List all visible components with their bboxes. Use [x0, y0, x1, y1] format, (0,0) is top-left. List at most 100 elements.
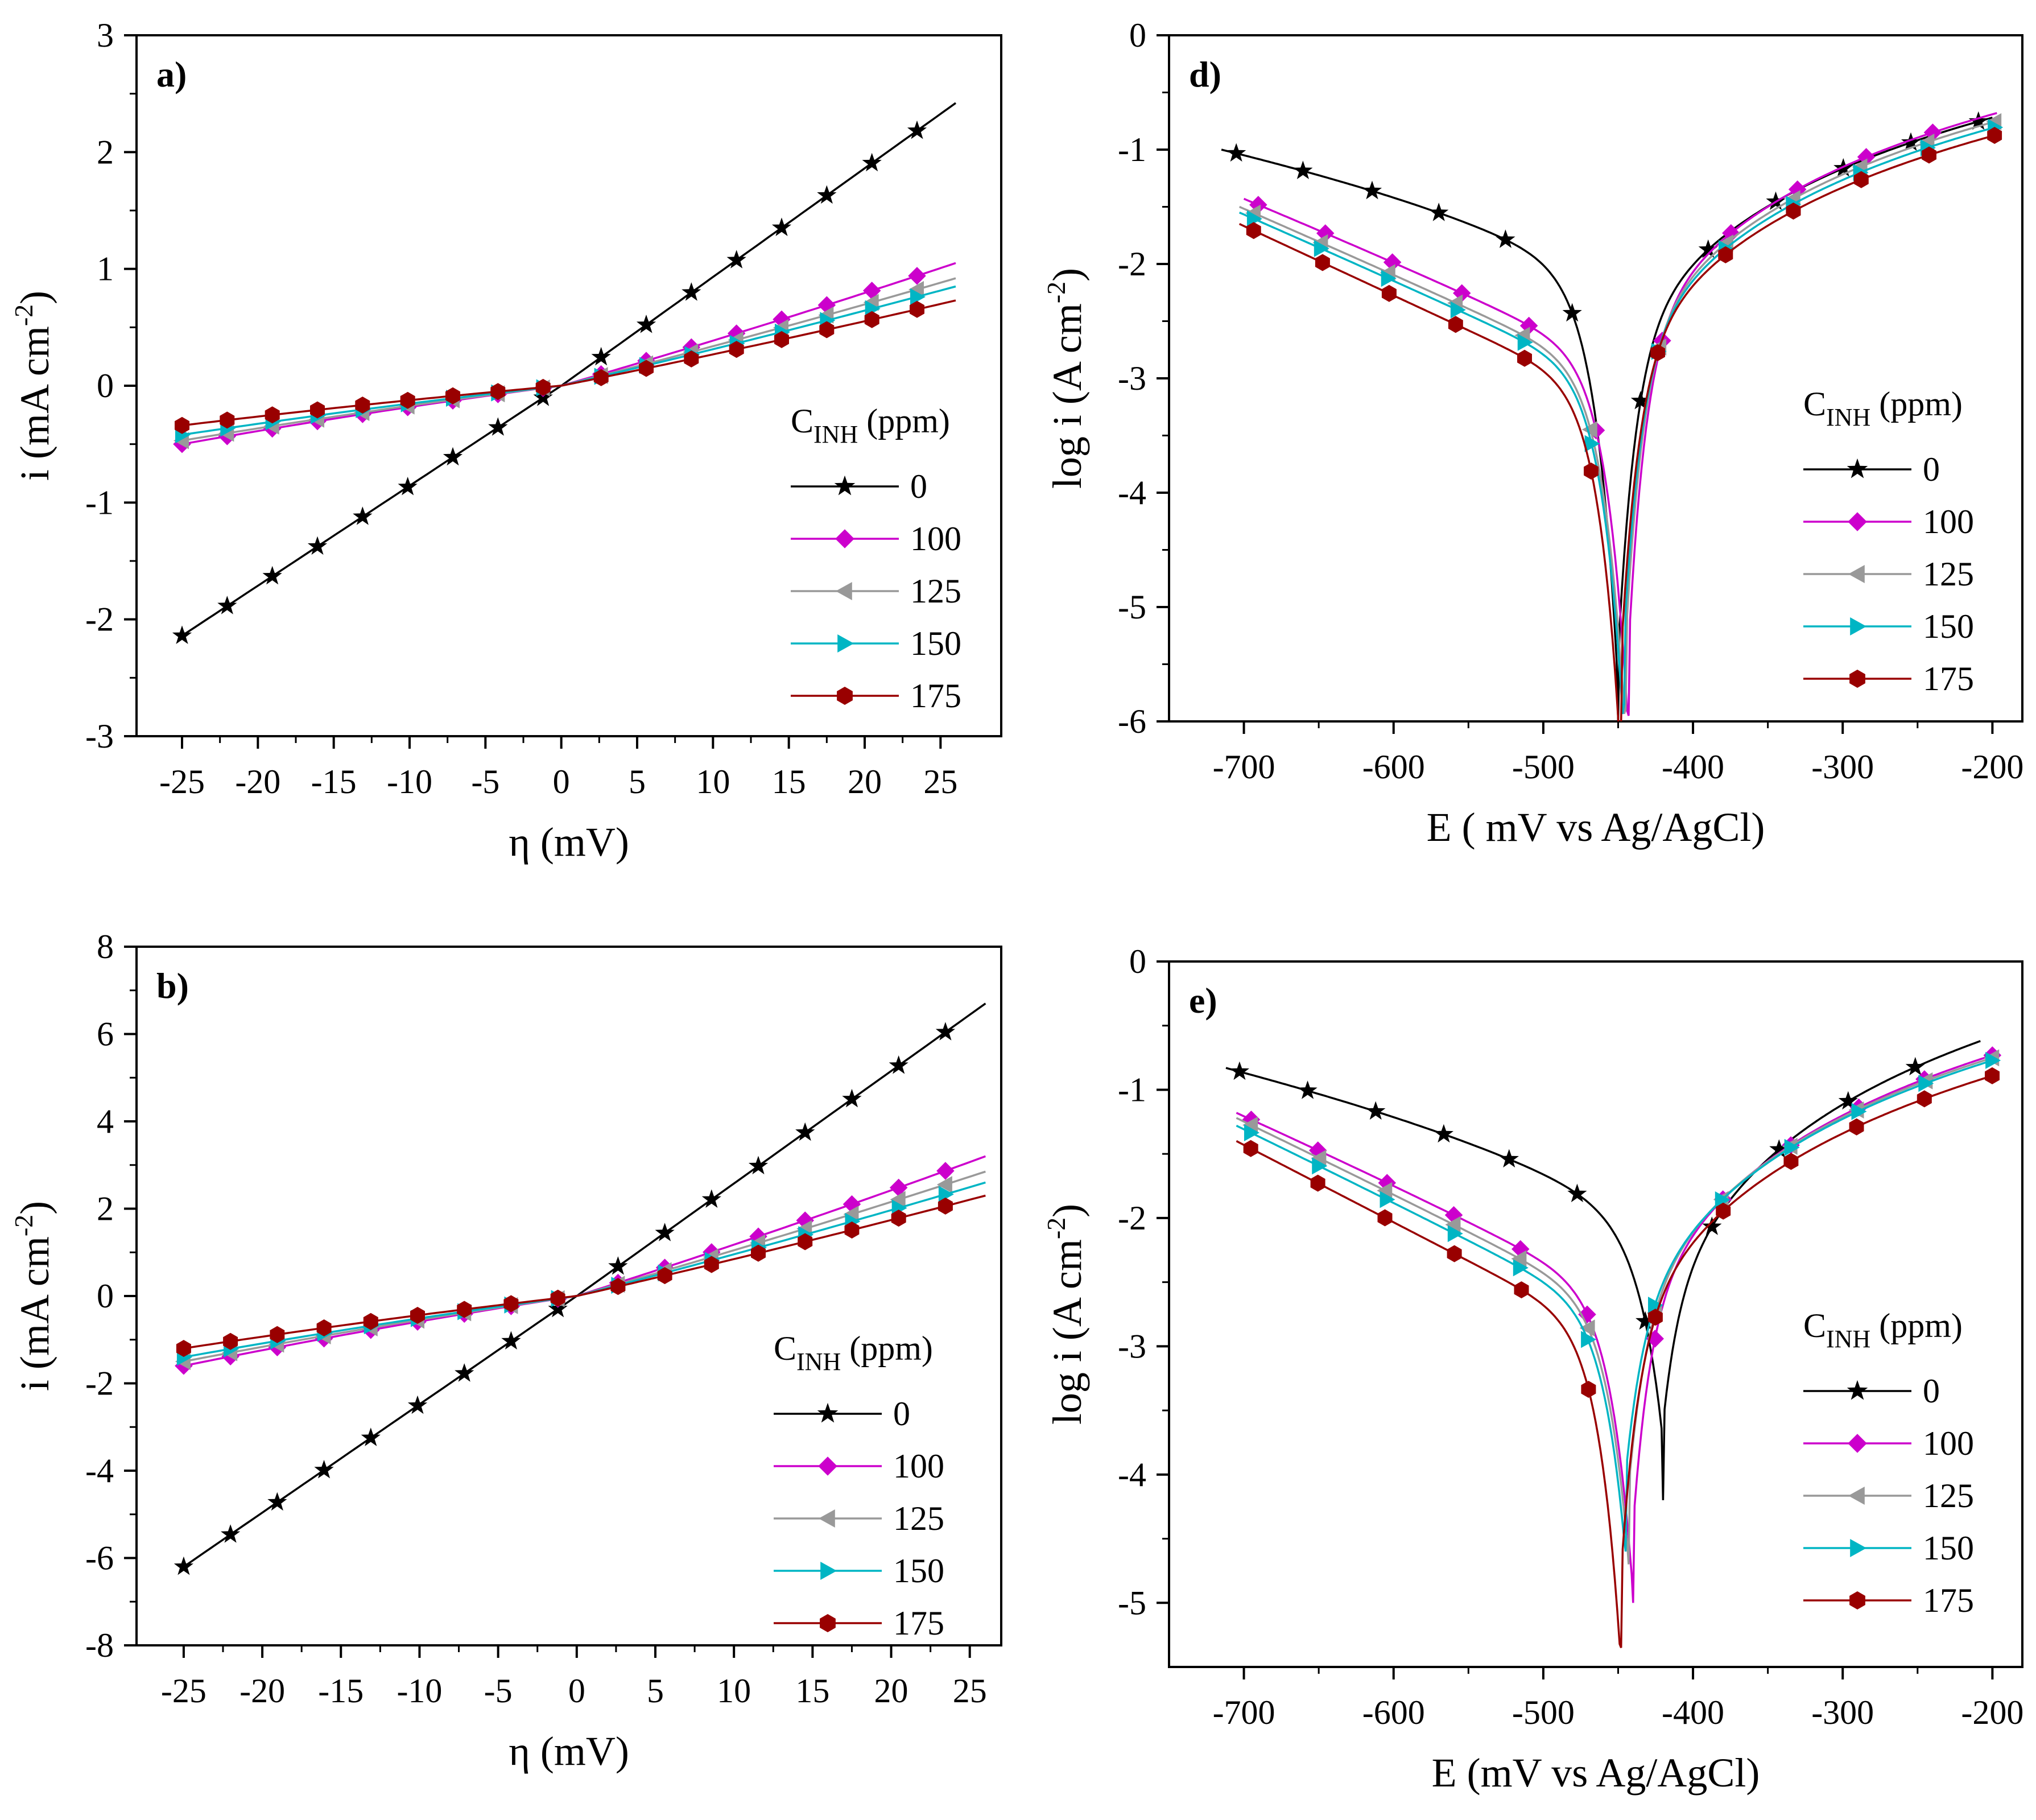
legend-title: CINH (ppm) — [774, 1330, 933, 1376]
data-point-175 — [684, 350, 699, 368]
data-point-175 — [550, 1289, 565, 1307]
data-point-150 — [1581, 1331, 1597, 1348]
data-point-0 — [221, 1524, 241, 1543]
data-point-100 — [1722, 224, 1740, 242]
legend-label-0: 0 — [1923, 451, 1940, 488]
x-tick-label: -500 — [1512, 1694, 1575, 1731]
x-tick-label: 0 — [568, 1672, 585, 1710]
y-tick-label: -2 — [85, 601, 114, 638]
legend-label-150: 150 — [910, 625, 961, 662]
y-tick-label: -1 — [1118, 131, 1146, 168]
data-point-175 — [1243, 1140, 1258, 1157]
data-point-175 — [1381, 284, 1397, 302]
data-point-175 — [410, 1307, 425, 1324]
legend-marker-100 — [1848, 512, 1867, 531]
legend-label-175: 175 — [1923, 660, 1974, 698]
x-tick-label: -700 — [1213, 748, 1275, 786]
data-point-175 — [1581, 1381, 1596, 1398]
data-point-0 — [1226, 143, 1246, 162]
y-tick-label: -3 — [1118, 1327, 1146, 1365]
data-point-175 — [1315, 254, 1330, 271]
data-point-0 — [907, 120, 927, 139]
panel-label: d) — [1189, 54, 1221, 94]
data-point-150 — [1450, 301, 1466, 319]
data-point-175 — [220, 411, 235, 429]
data-point-175 — [1849, 1118, 1864, 1136]
legend-label-125: 125 — [893, 1500, 944, 1537]
data-point-0 — [314, 1460, 334, 1479]
data-point-150 — [1784, 1138, 1800, 1156]
y-tick-label: 8 — [97, 928, 114, 965]
legend: CINH (ppm) 0 100 125 150 175 — [1803, 385, 1974, 698]
data-point-150 — [938, 1186, 954, 1203]
data-point-175 — [938, 1197, 953, 1215]
data-point-0 — [795, 1122, 815, 1141]
data-point-175 — [1647, 1309, 1663, 1326]
legend-title: CINH (ppm) — [791, 402, 950, 448]
data-point-0 — [1429, 203, 1449, 221]
data-point-175 — [1514, 1281, 1529, 1299]
data-point-150 — [1918, 1075, 1934, 1092]
x-tick-label: -15 — [318, 1672, 364, 1710]
data-point-150 — [1584, 435, 1600, 452]
y-tick-label: 0 — [1129, 943, 1146, 980]
y-tick-label: -4 — [1118, 474, 1146, 511]
data-point-0 — [262, 566, 282, 585]
plot-area — [1221, 111, 2004, 721]
data-point-125 — [1445, 1216, 1461, 1233]
plot-area — [172, 102, 957, 644]
y-tick-label: 0 — [97, 367, 114, 405]
x-tick-label: 20 — [848, 763, 882, 800]
series-line-150 — [1239, 126, 1997, 715]
legend: CINH (ppm) 0 100 125 150 175 — [1803, 1307, 1974, 1619]
x-tick-label: -300 — [1811, 748, 1874, 786]
x-tick-label: 5 — [647, 1672, 664, 1710]
legend-marker-150 — [1850, 1539, 1866, 1557]
data-point-175 — [1917, 1090, 1932, 1108]
legend-label-0: 0 — [1923, 1372, 1940, 1410]
data-point-150 — [1244, 1124, 1259, 1142]
data-point-0 — [361, 1427, 381, 1446]
data-point-0 — [726, 250, 746, 269]
x-tick-label: 0 — [553, 763, 570, 800]
legend-label-100: 100 — [1923, 1425, 1974, 1462]
data-point-175 — [363, 1313, 378, 1330]
y-tick-label: -1 — [85, 484, 114, 521]
data-point-0 — [1636, 1311, 1655, 1330]
legend-marker-175 — [1849, 670, 1865, 688]
plot-frame — [1168, 960, 2023, 1668]
legend-label-150: 150 — [1923, 608, 1974, 645]
data-point-0 — [1968, 111, 1988, 130]
plot-area — [174, 1002, 986, 1575]
legend-marker-150 — [837, 634, 854, 653]
x-tick-label: -20 — [239, 1672, 285, 1710]
x-tick-label: -700 — [1213, 1694, 1275, 1731]
x-tick-label: -600 — [1362, 1694, 1425, 1731]
data-point-175 — [1650, 344, 1665, 361]
data-point-100 — [1316, 224, 1335, 242]
x-tick-label: -200 — [1961, 748, 2023, 786]
data-point-125 — [1581, 421, 1597, 439]
data-point-0 — [1293, 160, 1313, 179]
data-point-175 — [270, 1326, 285, 1343]
data-point-175 — [729, 341, 744, 358]
data-point-0 — [353, 506, 373, 525]
data-point-125 — [1377, 1182, 1393, 1199]
data-point-125 — [1579, 1319, 1595, 1337]
series-line-175 — [1238, 134, 1997, 721]
data-point-0 — [1434, 1124, 1453, 1143]
data-point-150 — [910, 288, 926, 306]
legend-label-150: 150 — [1923, 1529, 1974, 1567]
y-axis-title: log i (A cm-2) — [1042, 268, 1090, 489]
legend-marker-125 — [836, 582, 852, 600]
legend-label-100: 100 — [1923, 503, 1974, 540]
data-point-125 — [1511, 1250, 1527, 1268]
data-point-175 — [490, 383, 506, 401]
data-point-0 — [608, 1256, 628, 1275]
data-point-100 — [1857, 148, 1876, 166]
data-point-175 — [1987, 127, 2002, 144]
series-line-175 — [1236, 1073, 1997, 1648]
x-tick-label: -10 — [387, 763, 432, 800]
x-tick-label: -5 — [471, 763, 499, 800]
